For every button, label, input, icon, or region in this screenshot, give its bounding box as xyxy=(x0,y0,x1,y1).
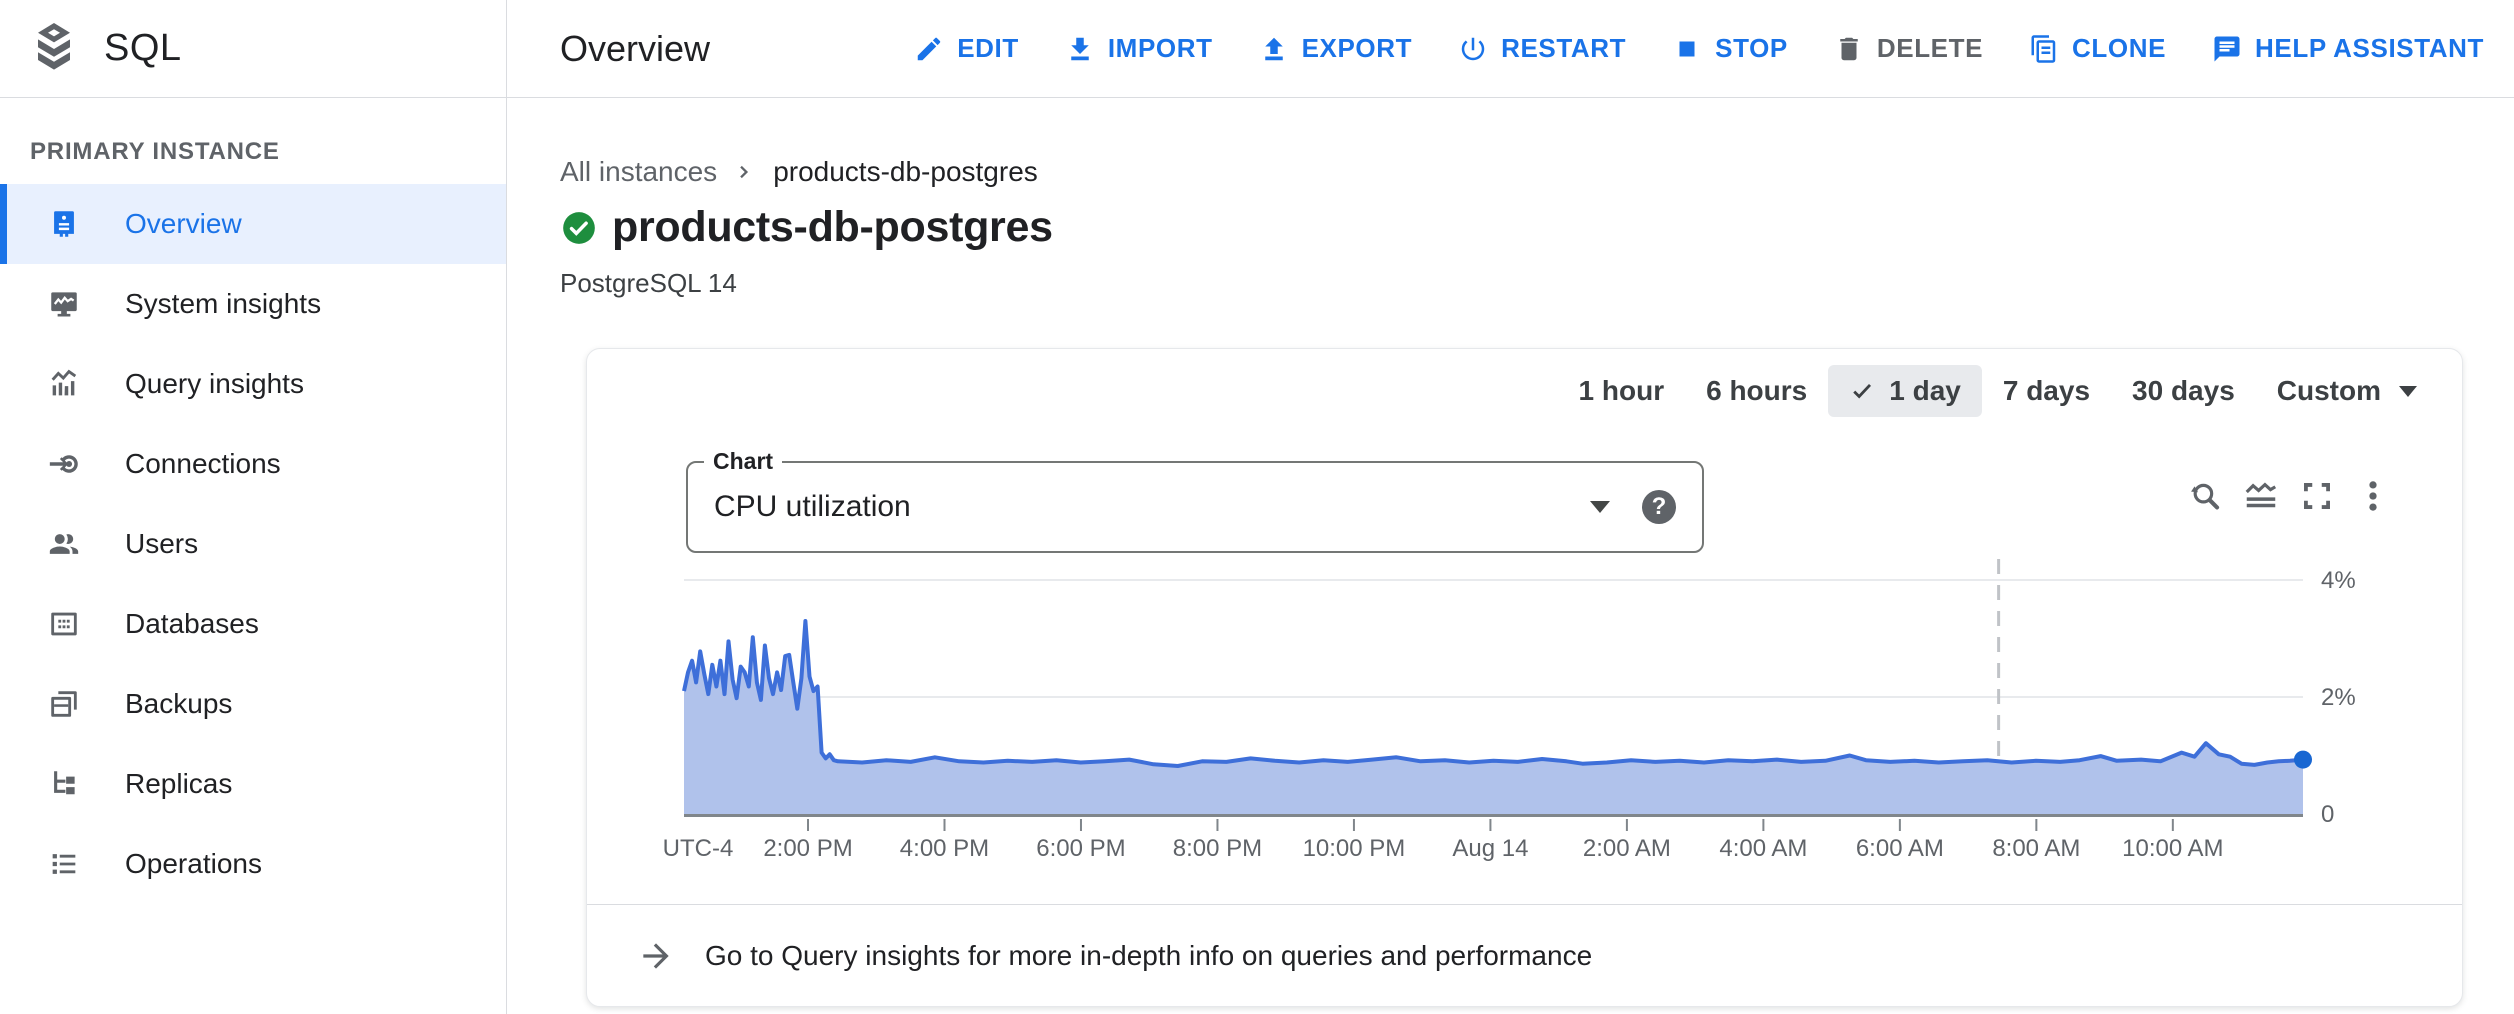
time-range-custom[interactable]: Custom xyxy=(2256,365,2438,417)
clone-icon xyxy=(2031,34,2056,63)
topbar: Overview EDIT IMPORT EXPORT RESTART STOP xyxy=(507,0,2514,98)
instance-name: products-db-postgres xyxy=(612,203,1053,251)
chart-select-label: Chart xyxy=(704,448,783,475)
replicas-icon xyxy=(54,771,75,795)
connections-icon xyxy=(49,455,78,473)
sidebar-section-label: PRIMARY INSTANCE xyxy=(30,138,280,165)
svg-text:10:00 PM: 10:00 PM xyxy=(1303,835,1406,862)
svg-text:UTC-4: UTC-4 xyxy=(663,835,734,862)
dropdown-arrow-icon xyxy=(1590,501,1610,513)
fullscreen-button[interactable] xyxy=(2298,477,2336,515)
svg-text:8:00 AM: 8:00 AM xyxy=(1992,835,2080,862)
sidebar-item-databases[interactable]: Databases xyxy=(0,584,506,664)
system-insights-icon xyxy=(51,292,77,317)
zoom-reset-button[interactable] xyxy=(2186,477,2224,515)
chevron-right-icon xyxy=(731,158,759,186)
users-icon xyxy=(49,534,79,554)
instance-overview-icon xyxy=(54,211,74,237)
check-icon xyxy=(1853,383,1872,399)
zoom-history-icon xyxy=(2191,483,2220,510)
query-insights-icon xyxy=(51,369,77,396)
svg-text:4%: 4% xyxy=(2321,567,2356,594)
sidebar-item-replicas[interactable]: Replicas xyxy=(0,744,506,824)
chart-toolbar xyxy=(2186,477,2392,515)
stop-button[interactable]: STOP xyxy=(1672,33,1788,64)
product-name: SQL xyxy=(104,27,182,69)
sidebar-item-backups[interactable]: Backups xyxy=(0,664,506,744)
svg-text:2:00 AM: 2:00 AM xyxy=(1583,835,1671,862)
fullscreen-icon xyxy=(2304,483,2330,509)
cpu-utilization-chart[interactable]: 2:00 PM 4:00 PM 6:00 PM 8:00 PM 10:00 PM Aug … xyxy=(624,539,2424,869)
chart-metric-select[interactable]: Chart CPU utilization ? xyxy=(686,448,1704,553)
sidebar-item-operations[interactable]: Operations xyxy=(0,824,506,904)
query-insights-link[interactable]: Go to Query insights for more in-depth i… xyxy=(587,904,2462,1006)
export-button[interactable]: EXPORT xyxy=(1259,33,1413,64)
instance-action-toolbar: EDIT IMPORT EXPORT RESTART STOP DELETE xyxy=(914,33,2484,64)
help-icon[interactable]: ? xyxy=(1642,490,1676,524)
export-icon xyxy=(1264,37,1283,60)
breadcrumb: All instances products-db-postgres xyxy=(560,156,2514,188)
sidebar-item-overview[interactable]: Overview xyxy=(0,184,506,264)
breadcrumb-all-instances[interactable]: All instances xyxy=(560,156,718,187)
svg-text:Aug 14: Aug 14 xyxy=(1452,835,1528,862)
svg-text:4:00 PM: 4:00 PM xyxy=(900,835,989,862)
kebab-menu-icon xyxy=(2369,481,2377,511)
clone-button[interactable]: CLONE xyxy=(2029,33,2166,64)
breadcrumb-current: products-db-postgres xyxy=(773,156,1038,187)
main-content: All instances products-db-postgres produ… xyxy=(507,98,2514,1014)
svg-text:6:00 AM: 6:00 AM xyxy=(1856,835,1944,862)
instance-title-row: products-db-postgres xyxy=(560,203,2514,252)
cpu-chart-svg: 2:00 PM 4:00 PM 6:00 PM 8:00 PM 10:00 PM Aug … xyxy=(663,559,2356,862)
help-assistant-button[interactable]: HELP ASSISTANT xyxy=(2212,33,2484,64)
more-options-button[interactable] xyxy=(2354,477,2392,515)
chart-select-value: CPU utilization xyxy=(714,490,911,523)
svg-text:6:00 PM: 6:00 PM xyxy=(1036,835,1125,862)
databases-icon xyxy=(51,612,77,636)
svg-text:2:00 PM: 2:00 PM xyxy=(763,835,852,862)
status-healthy-icon xyxy=(563,211,595,244)
pencil-icon xyxy=(917,37,941,60)
product-header: SQL xyxy=(0,0,507,98)
delete-button[interactable]: DELETE xyxy=(1834,33,1983,64)
arrow-forward-icon xyxy=(643,942,669,969)
svg-text:10:00 AM: 10:00 AM xyxy=(2122,835,2223,862)
trash-icon xyxy=(1840,37,1858,60)
sidebar: PRIMARY INSTANCE Overview System insight… xyxy=(0,98,507,1014)
time-range-1-hour[interactable]: 1 hour xyxy=(1558,365,1686,417)
svg-text:8:00 PM: 8:00 PM xyxy=(1173,835,1262,862)
chevron-down-icon xyxy=(2399,385,2417,397)
time-range-selector: 1 hour 6 hours 1 day 7 days 30 days xyxy=(1558,365,2438,417)
backups-icon xyxy=(51,691,77,717)
svg-text:0: 0 xyxy=(2321,801,2334,828)
time-range-30-days[interactable]: 30 days xyxy=(2111,365,2256,417)
area-chart-icon xyxy=(2245,482,2277,508)
sidebar-item-users[interactable]: Users xyxy=(0,504,506,584)
sidebar-item-system-insights[interactable]: System insights xyxy=(0,264,506,344)
instance-version: PostgreSQL 14 xyxy=(560,268,737,298)
svg-text:4:00 AM: 4:00 AM xyxy=(1719,835,1807,862)
sidebar-item-query-insights[interactable]: Query insights xyxy=(0,344,506,424)
operations-icon xyxy=(52,854,76,874)
import-button[interactable]: IMPORT xyxy=(1065,33,1213,64)
edit-button[interactable]: EDIT xyxy=(914,33,1019,64)
restart-icon xyxy=(1461,37,1485,60)
sql-logo-icon xyxy=(38,22,70,70)
svg-text:2%: 2% xyxy=(2321,684,2356,711)
chat-icon xyxy=(2214,36,2240,61)
time-range-6-hours[interactable]: 6 hours xyxy=(1685,365,1828,417)
restart-button[interactable]: RESTART xyxy=(1458,33,1626,64)
import-icon xyxy=(1071,37,1089,60)
time-range-1-day[interactable]: 1 day xyxy=(1828,365,1982,417)
area-chart-toggle-button[interactable] xyxy=(2242,477,2280,515)
metrics-card: 1 hour 6 hours 1 day 7 days 30 days xyxy=(586,348,2463,1007)
sidebar-item-connections[interactable]: Connections xyxy=(0,424,506,504)
page-title: Overview xyxy=(560,27,711,69)
time-range-7-days[interactable]: 7 days xyxy=(1982,365,2111,417)
stop-icon xyxy=(1679,41,1695,56)
